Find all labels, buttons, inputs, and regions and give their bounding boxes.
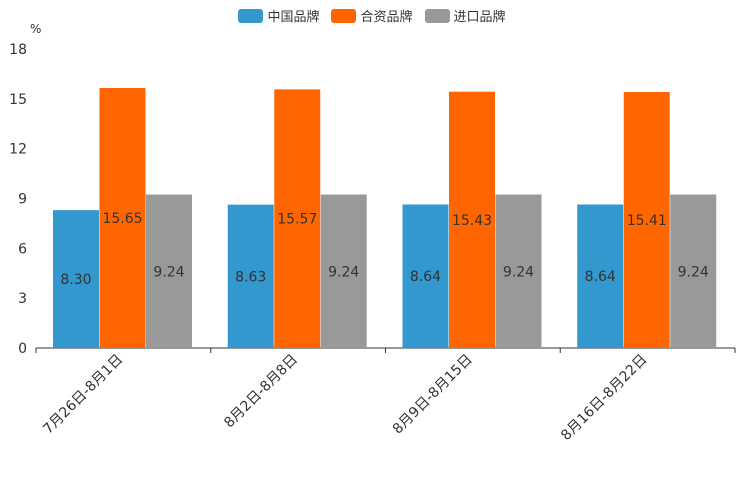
bar-data-label: 15.41	[627, 213, 667, 229]
y-axis-unit-label: %	[30, 22, 41, 36]
legend-item-import-brand[interactable]: 进口品牌	[424, 6, 506, 25]
bar-data-label: 15.57	[277, 212, 317, 228]
bar-data-label: 8.64	[410, 269, 441, 285]
bar-2-2	[274, 89, 321, 349]
x-tick-label: 8月2日-8月8日	[221, 352, 301, 432]
x-tick-label: 8月9日-8月15日	[390, 352, 476, 438]
bar-3-1	[146, 194, 192, 348]
bar-3-3	[495, 194, 542, 348]
bar-1-1	[53, 210, 99, 348]
legend-label-jv-brand: 合资品牌	[360, 10, 413, 25]
legend-label-china-brand: 中国品牌	[267, 10, 320, 25]
legend-swatch-china-brand	[238, 8, 264, 23]
bar-data-label: 9.24	[328, 264, 359, 280]
bar-data-label: 8.64	[585, 269, 616, 285]
bar-data-label: 15.65	[102, 211, 142, 227]
x-tick-label: 7月26日-8月1日	[40, 352, 126, 438]
legend-swatch-import-brand	[424, 8, 450, 23]
y-tick-label: 15	[9, 92, 27, 108]
legend-item-jv-brand[interactable]: 合资品牌	[331, 6, 413, 25]
y-tick-label: 0	[18, 341, 27, 357]
bar-3-4	[670, 194, 717, 348]
bar-1-4	[577, 204, 624, 348]
y-tick-label: 9	[18, 192, 27, 208]
bar-data-label: 9.24	[153, 264, 184, 280]
bar-2-1	[99, 88, 146, 349]
y-tick-label: 3	[18, 291, 27, 307]
bar-2-4	[623, 92, 670, 348]
x-tick-label: 8月16日-8月22日	[558, 352, 650, 444]
bar-1-2	[227, 204, 274, 348]
legend-swatch-jv-brand	[331, 8, 357, 23]
bar-3-2	[320, 194, 367, 348]
bar-data-label: 8.63	[235, 269, 266, 285]
legend-label-import-brand: 进口品牌	[453, 10, 506, 25]
legend-item-china-brand[interactable]: 中国品牌	[238, 6, 319, 25]
y-tick-label: 12	[9, 142, 27, 158]
y-tick-label: 18	[9, 42, 27, 58]
bar-2-3	[449, 91, 495, 348]
chart-legend: 中国品牌 合资品牌 进口品牌	[0, 6, 744, 25]
bar-data-label: 9.24	[678, 264, 709, 280]
bar-1-3	[402, 204, 449, 348]
bar-data-label: 15.43	[452, 213, 492, 229]
y-tick-label: 6	[18, 241, 27, 257]
bar-data-label: 9.24	[503, 264, 534, 280]
bar-data-label: 8.30	[60, 272, 91, 288]
